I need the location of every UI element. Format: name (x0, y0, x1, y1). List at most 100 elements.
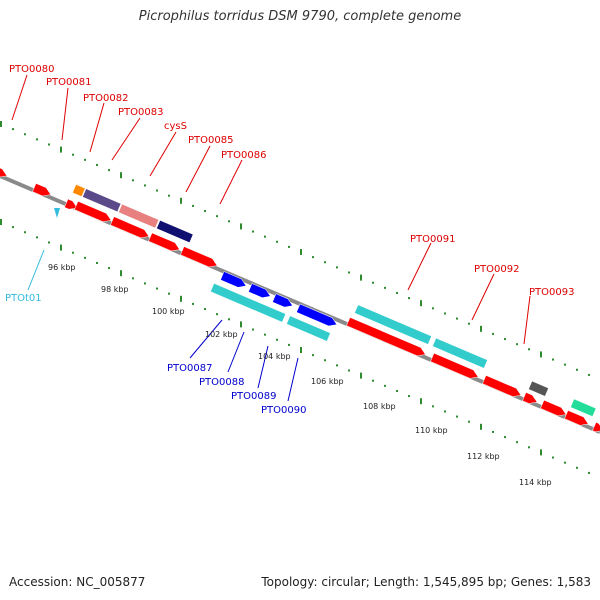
trna-marker-icon[interactable] (54, 208, 60, 218)
gene-box[interactable] (210, 282, 287, 323)
gene-arrow[interactable] (248, 283, 272, 301)
tick-mark (36, 138, 38, 141)
tick-mark (84, 256, 86, 259)
gene-arrow-shape[interactable] (272, 293, 294, 310)
tick-mark (204, 210, 206, 213)
gene-arrow-shape[interactable] (540, 399, 567, 418)
gene-label[interactable]: PTO0089 (231, 391, 276, 402)
gene-arrow[interactable] (430, 352, 480, 381)
gene-label[interactable]: PTO0091 (410, 234, 455, 245)
gene-arrow-shape[interactable] (110, 216, 150, 241)
tick-mark (48, 241, 50, 244)
gene-box[interactable] (82, 188, 122, 213)
gene-box[interactable] (354, 304, 432, 345)
gene-arrow[interactable] (296, 303, 338, 329)
gene-arrow[interactable] (286, 315, 331, 342)
gene-track (0, 165, 600, 434)
gene-arrow-shape[interactable] (430, 352, 480, 381)
tick-mark (576, 466, 578, 469)
gene-arrow[interactable] (74, 200, 112, 224)
gene-arrow[interactable] (592, 421, 600, 434)
gene-label[interactable]: PTO0082 (83, 93, 128, 104)
gene-arrow[interactable] (482, 375, 522, 399)
tick-mark (204, 308, 206, 311)
gene-label[interactable]: PTO0087 (167, 363, 212, 374)
gene-arrow[interactable] (148, 232, 181, 254)
gene-arrow-shape[interactable] (64, 198, 79, 212)
gene-box[interactable] (118, 203, 160, 229)
gene-arrow-shape[interactable] (248, 283, 272, 301)
tick-mark (24, 133, 26, 136)
scale-label: 108 kbp (363, 402, 396, 411)
gene-arrow[interactable] (0, 165, 9, 180)
gene-arrow[interactable] (210, 282, 287, 323)
gene-label[interactable]: PTO0086 (221, 150, 266, 161)
gene-box[interactable] (286, 315, 331, 342)
scale-label: 112 kbp (467, 452, 500, 461)
gene-box[interactable] (528, 380, 549, 397)
tick-mark (24, 231, 26, 234)
gene-label[interactable]: PTO0088 (199, 377, 244, 388)
gene-label[interactable]: PTO0080 (9, 64, 54, 75)
tick-mark (0, 219, 2, 225)
tick-mark (444, 410, 446, 413)
gene-arrow-shape[interactable] (220, 271, 247, 290)
gene-arrow-shape[interactable] (296, 303, 338, 329)
gene-arrow-shape[interactable] (522, 392, 538, 406)
gene-arrow[interactable] (272, 293, 294, 310)
tick-mark (492, 332, 494, 335)
gene-arrow[interactable] (570, 398, 597, 417)
gene-arrow-shape[interactable] (74, 200, 112, 224)
gene-label-layer: PTO0080 PTO0081 PTO0082 PTO0083 cysS PTO… (5, 64, 574, 487)
gene-label[interactable]: PTO0083 (118, 107, 163, 118)
tick-mark (312, 354, 314, 357)
gene-arrow[interactable] (110, 216, 150, 241)
gene-box[interactable] (570, 398, 597, 417)
gene-arrow[interactable] (118, 203, 160, 229)
gene-label[interactable]: PTO0090 (261, 405, 306, 416)
gene-label[interactable]: PTO0085 (188, 135, 233, 146)
gene-arrow[interactable] (82, 188, 122, 213)
tick-mark (588, 471, 590, 474)
tick-mark (564, 363, 566, 366)
tick-mark (372, 281, 374, 284)
gene-arrow[interactable] (564, 410, 590, 428)
gene-box[interactable] (72, 184, 86, 197)
gene-arrow[interactable] (64, 198, 79, 212)
gene-arrow[interactable] (32, 183, 52, 198)
tick-mark (396, 291, 398, 294)
gene-arrow[interactable] (540, 399, 567, 418)
tick-mark (288, 245, 290, 248)
scale-label: 102 kbp (205, 330, 238, 339)
gene-arrow[interactable] (180, 246, 218, 270)
gene-arrow-shape[interactable] (32, 183, 52, 198)
gene-arrow-shape[interactable] (592, 421, 600, 434)
gene-arrow-shape[interactable] (482, 375, 522, 399)
gene-arrow[interactable] (522, 392, 538, 406)
tick-mark (84, 158, 86, 161)
gene-label[interactable]: PTO0093 (529, 287, 574, 298)
gene-arrow[interactable] (528, 380, 549, 397)
gene-arrow-shape[interactable] (564, 410, 590, 428)
gene-arrow-shape[interactable] (346, 317, 427, 358)
rna-label[interactable]: PTOt01 (5, 293, 42, 304)
gene-box[interactable] (432, 337, 488, 369)
gene-arrow[interactable] (72, 184, 86, 197)
gene-arrow-shape[interactable] (180, 246, 218, 270)
gene-arrow[interactable] (432, 337, 488, 369)
gene-arrow-shape[interactable] (148, 232, 181, 254)
gene-arrow[interactable] (156, 219, 194, 244)
tick-mark (492, 430, 494, 433)
tick-mark (480, 423, 482, 430)
gene-label[interactable]: PTO0092 (474, 264, 519, 275)
gene-label[interactable]: cysS (164, 121, 187, 132)
gene-label[interactable]: PTO0081 (46, 77, 91, 88)
gene-arrow[interactable] (346, 317, 427, 358)
scale-label: 104 kbp (258, 352, 291, 361)
gene-arrow-shape[interactable] (0, 165, 9, 180)
gene-arrow[interactable] (220, 271, 247, 290)
tick-mark (312, 256, 314, 259)
gene-arrow[interactable] (354, 304, 432, 345)
gene-box[interactable] (156, 219, 194, 244)
